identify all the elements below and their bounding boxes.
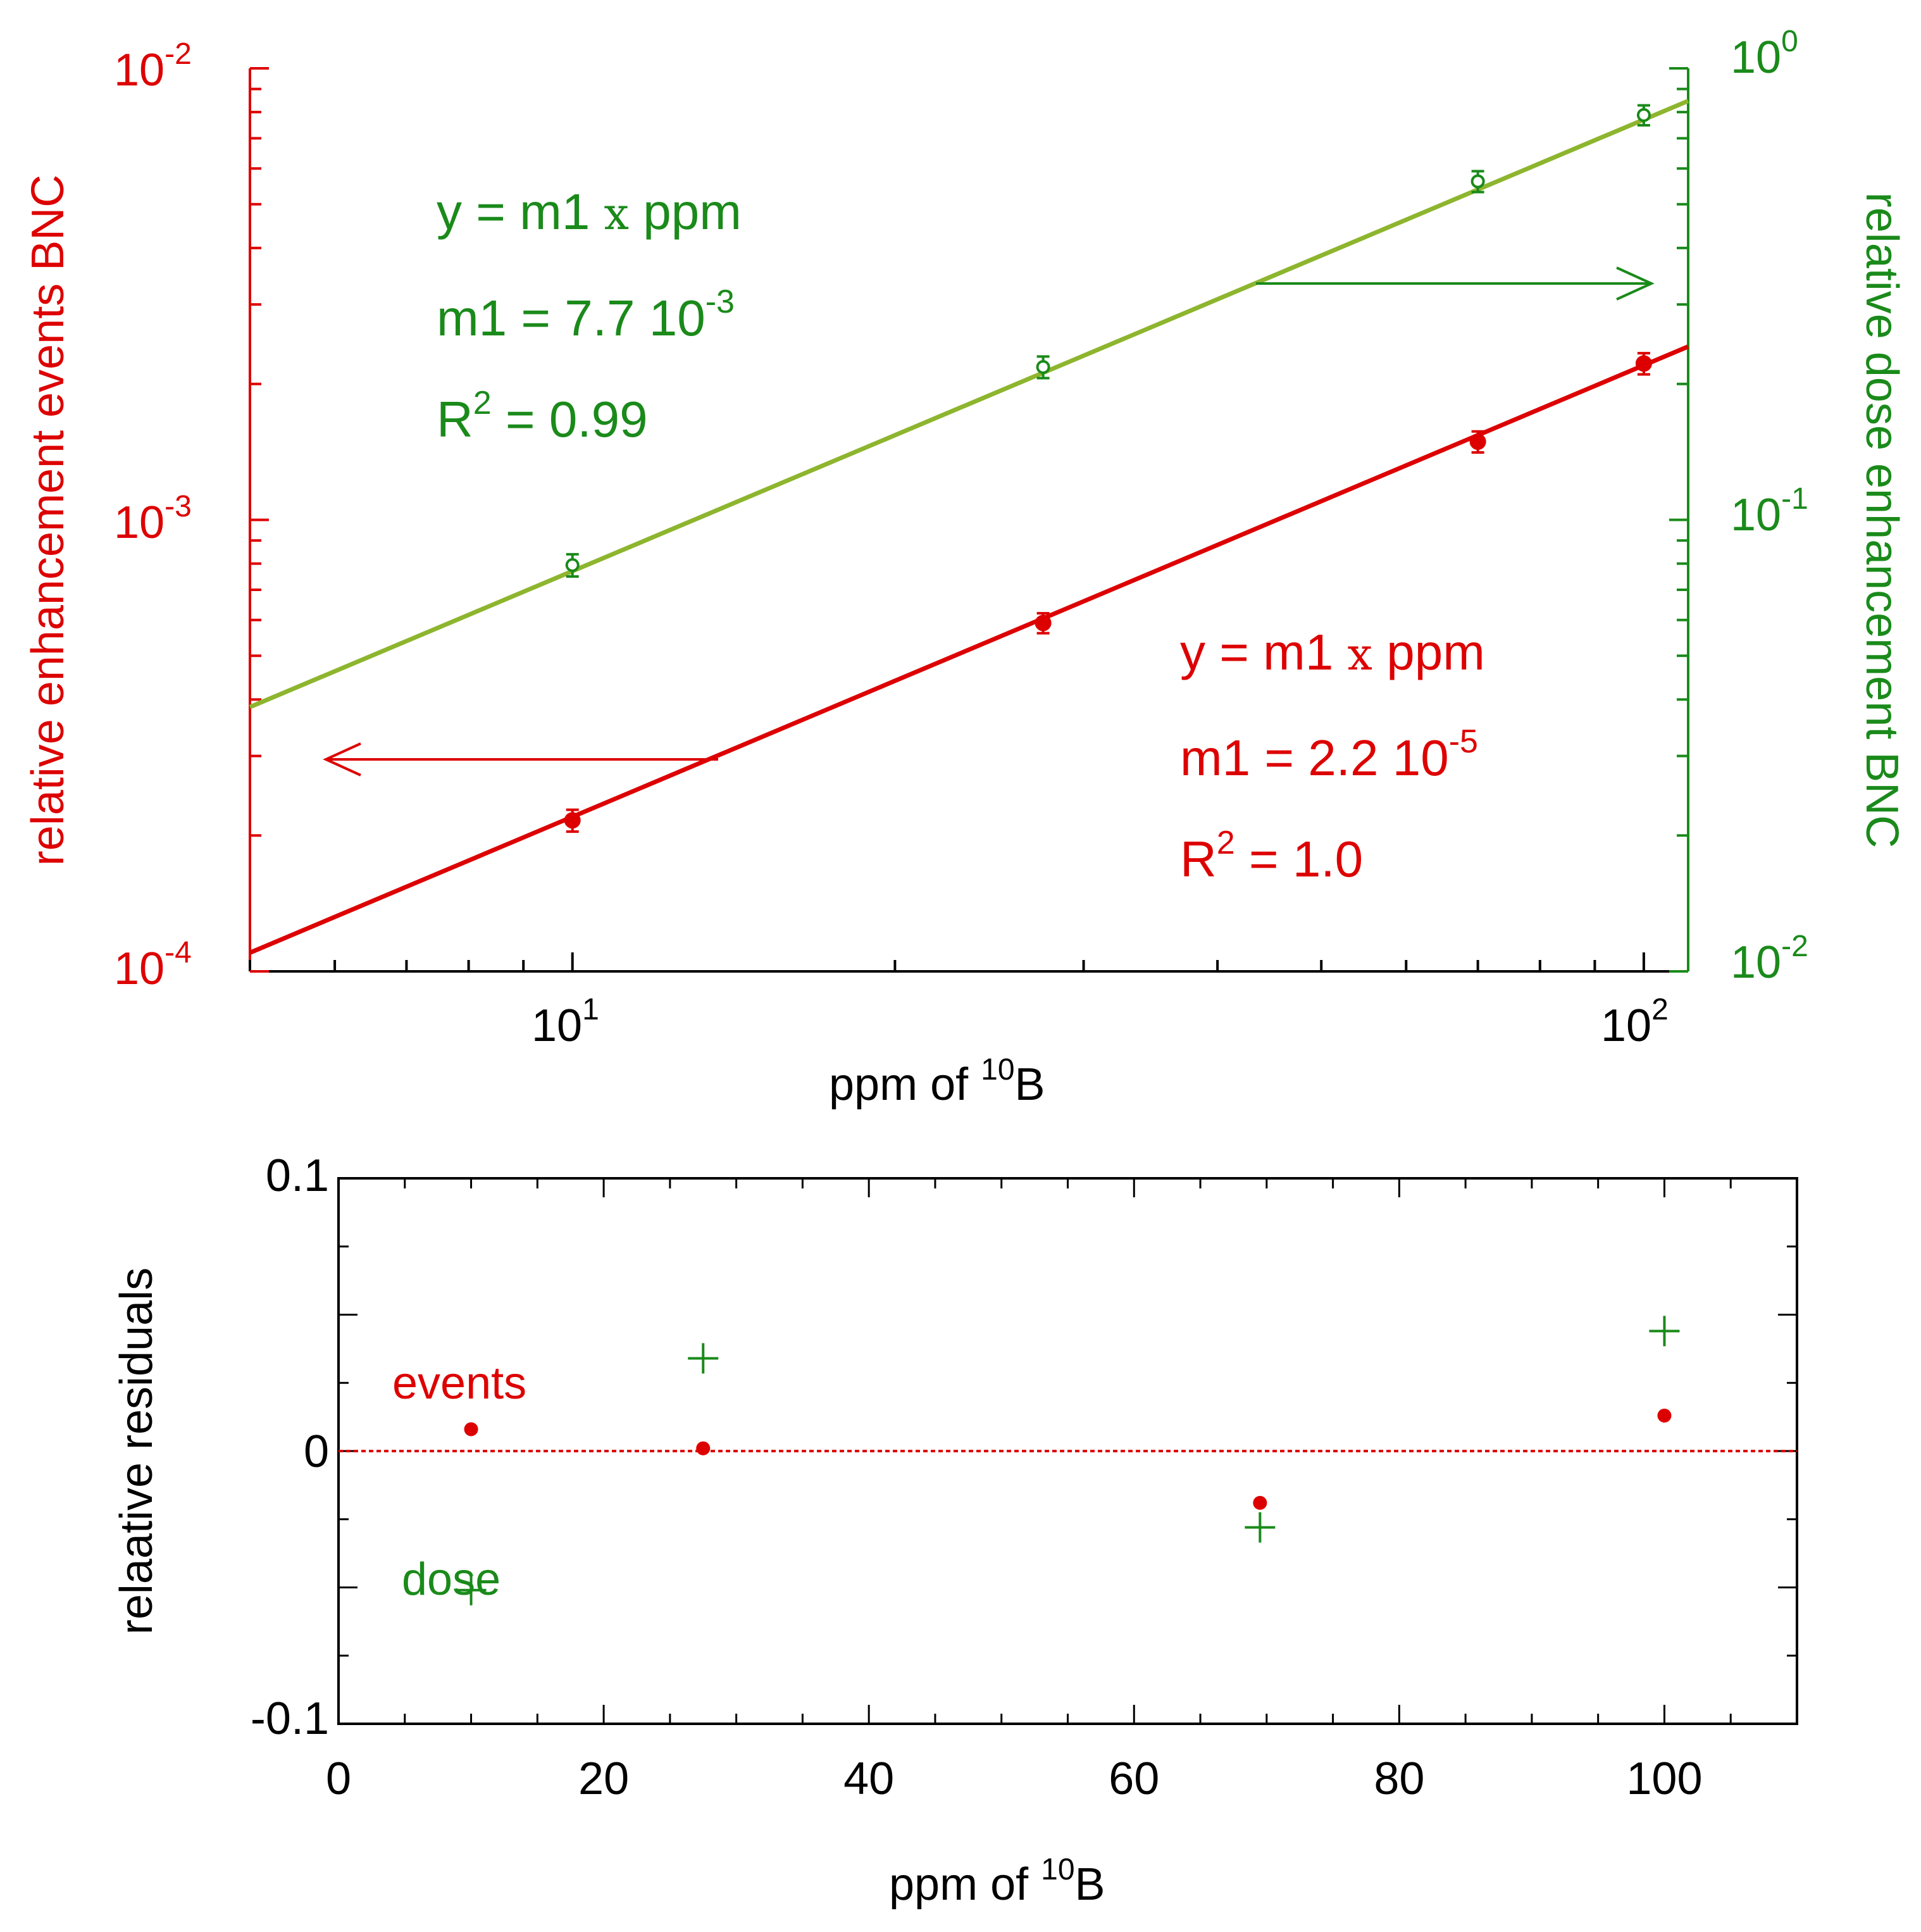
dose-r2: R2 = 0.99: [437, 385, 648, 447]
bottom-y-label: relaative residuals: [111, 1268, 162, 1635]
legend-events: events: [392, 1358, 526, 1409]
residual-dose-point: [1649, 1316, 1680, 1347]
top-left-tick-1e-4: 10-4: [114, 936, 192, 994]
top-left-tick-1e-3: 10-3: [114, 490, 192, 548]
events-point: [564, 812, 581, 829]
bottom-x-tick-label: 0: [326, 1754, 351, 1804]
dose-slope: m1 = 7.7 10-3: [437, 284, 735, 346]
top-right-y-label: relative dose enhancement BNC: [1856, 192, 1907, 849]
top-panel: 10-2 10-3 10-4 100 10-1 10-2 101 102 ppm…: [23, 25, 1907, 1110]
events-slope: m1 = 2.2 10-5: [1180, 723, 1478, 786]
bottom-y-tick-0.1: 0.1: [266, 1150, 329, 1201]
top-right-tick-1e-1: 10-1: [1731, 482, 1808, 540]
events-fit-annotation: y = m1 x ppm m1 = 2.2 10-5 R2 = 1.0: [1180, 624, 1485, 887]
events-point: [1635, 355, 1652, 372]
bottom-y-tick-0: 0: [304, 1426, 329, 1477]
bottom-x-tick-label: 60: [1109, 1754, 1159, 1804]
bottom-x-tick-label: 40: [843, 1754, 894, 1804]
residual-events-point: [464, 1422, 478, 1437]
dose-axis-arrow: [1256, 266, 1655, 301]
events-equation: y = m1 x ppm: [1180, 624, 1485, 680]
bottom-ticks: [337, 1177, 1798, 1725]
legend-dose: dose: [402, 1554, 500, 1605]
events-r2: R2 = 1.0: [1180, 825, 1363, 887]
top-right-tick-1e0: 100: [1731, 25, 1798, 83]
top-left-tick-1e-2: 10-2: [114, 37, 192, 96]
top-x-tick-100: 102: [1601, 993, 1669, 1051]
bottom-x-tick-label: 80: [1374, 1754, 1424, 1804]
events-axis-arrow: [323, 742, 718, 776]
top-right-tick-1e-2: 10-2: [1731, 930, 1808, 988]
top-left-y-label: relative enhancement events BNC: [23, 175, 73, 866]
residual-dose-points: [456, 1316, 1680, 1605]
events-point: [1469, 433, 1486, 450]
events-fit-line: [249, 344, 1689, 955]
dose-point: [1036, 360, 1050, 375]
top-minor-ticks: [249, 67, 1688, 973]
bottom-x-label: ppm of 10B: [889, 1853, 1105, 1910]
residual-events-points: [464, 1408, 1672, 1510]
bottom-x-tick-label: 20: [578, 1754, 629, 1804]
bottom-y-tick--0.1: -0.1: [251, 1693, 329, 1744]
bottom-x-tick-label: 100: [1626, 1754, 1702, 1804]
dose-point: [565, 558, 580, 572]
dose-points: [565, 104, 1651, 578]
residual-dose-point: [1245, 1512, 1276, 1543]
dose-equation: y = m1 x ppm: [437, 184, 742, 240]
dose-fit-line: [249, 99, 1689, 709]
residual-events-point: [1657, 1408, 1672, 1423]
events-point: [1035, 614, 1052, 632]
residual-events-point: [1253, 1495, 1267, 1510]
dose-fit-annotation: y = m1 x ppm m1 = 7.7 10-3 R2 = 0.99: [437, 184, 742, 447]
dose-point: [1470, 174, 1485, 189]
residual-events-point: [696, 1441, 711, 1455]
bottom-x-tick-labels: 0 20 40 60 80 100: [326, 1754, 1703, 1804]
dose-point: [1636, 108, 1651, 122]
top-x-label: ppm of 10B: [829, 1053, 1045, 1110]
top-x-tick-10: 101: [532, 993, 599, 1051]
residual-dose-point: [456, 1574, 487, 1605]
bottom-panel: 0.1 0 -0.1 0 20 40 60 80 100 ppm of 10B relaa…: [111, 1150, 1798, 1910]
residual-dose-point: [688, 1343, 719, 1374]
events-points: [564, 352, 1652, 833]
